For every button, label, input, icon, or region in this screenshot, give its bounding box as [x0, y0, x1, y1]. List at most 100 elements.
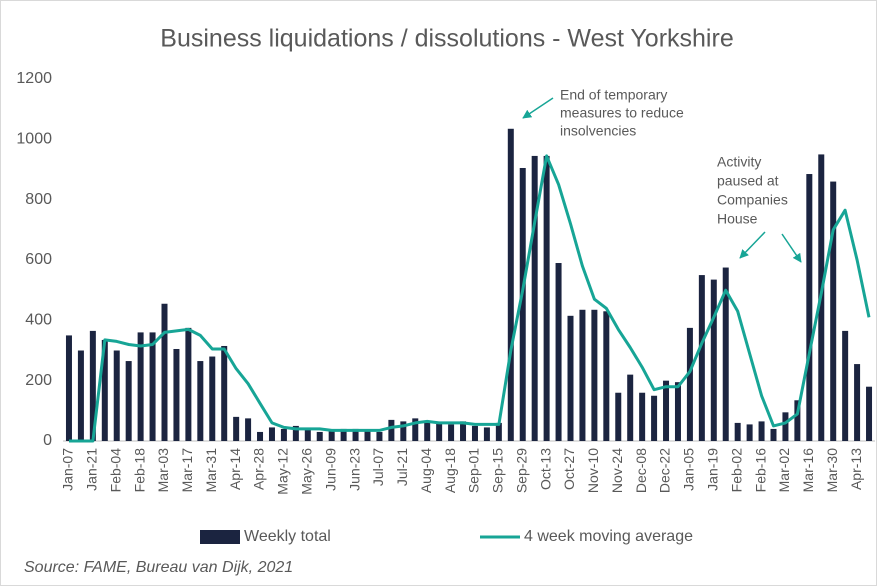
x-tick-label: Mar-03: [155, 448, 171, 493]
x-tick-label: Sep-29: [513, 448, 529, 493]
bar: [340, 428, 347, 441]
bar: [806, 174, 813, 441]
annotation: House: [717, 211, 758, 227]
bar: [400, 421, 407, 441]
bar: [460, 421, 467, 441]
bar: [280, 428, 287, 441]
bar: [782, 412, 789, 441]
y-tick-label: 400: [25, 312, 52, 329]
annotation-arrow: [522, 97, 554, 119]
x-tick-label: Nov-10: [585, 448, 601, 493]
x-tick-label: Jan-07: [60, 448, 76, 491]
legend-label: Weekly total: [244, 528, 331, 545]
x-tick-label: Mar-16: [800, 448, 816, 493]
x-tick-label: Apr-28: [251, 448, 267, 490]
bar: [794, 400, 801, 441]
bar: [448, 424, 455, 441]
bar: [304, 428, 311, 441]
y-tick-label: 1200: [16, 70, 52, 87]
bar: [591, 309, 598, 441]
bar: [531, 155, 538, 442]
bar: [161, 303, 168, 441]
bar: [639, 392, 646, 441]
bar: [101, 339, 108, 441]
x-tick-label: Nov-24: [609, 448, 625, 493]
bar: [651, 395, 658, 441]
bar: [137, 332, 144, 441]
bar: [710, 279, 717, 441]
source: Source: FAME, Bureau van Dijk, 2021: [24, 559, 293, 576]
annotation: insolvencies: [560, 123, 636, 139]
bar: [842, 330, 849, 441]
annotation-arrow: [739, 231, 766, 259]
legend-label: 4 week moving average: [524, 528, 693, 545]
chart-title: Business liquidations / dissolutions - W…: [160, 25, 733, 53]
y-tick-label: 1000: [16, 131, 52, 148]
bar: [197, 361, 204, 441]
bar: [483, 427, 490, 441]
bar: [364, 430, 371, 441]
bar: [722, 267, 729, 441]
x-tick-label: Jun-23: [346, 448, 362, 491]
bar: [830, 181, 837, 442]
bar: [77, 350, 84, 441]
bar: [268, 427, 275, 441]
bar: [686, 327, 693, 441]
annotation-arrow: [781, 233, 802, 263]
bar: [567, 315, 574, 441]
x-tick-label: Dec-22: [657, 448, 673, 493]
bar: [663, 380, 670, 441]
bar: [221, 345, 228, 441]
bar: [866, 386, 873, 441]
bar: [245, 418, 252, 441]
bar: [316, 431, 323, 441]
x-tick-label: Feb-02: [728, 448, 744, 493]
x-tick-label: Sep-01: [466, 448, 482, 493]
y-tick-label: 200: [25, 372, 52, 389]
bar: [257, 431, 264, 441]
bar: [233, 416, 240, 441]
line: [69, 154, 871, 443]
x-tick-label: Mar-30: [824, 448, 840, 493]
bar: [89, 330, 96, 441]
x-tick-label: Sep-15: [490, 448, 506, 493]
bar: [746, 424, 753, 441]
x-tick-label: Mar-17: [179, 448, 195, 493]
bar: [579, 309, 586, 441]
bar: [519, 167, 526, 441]
bar: [149, 332, 156, 441]
bar: [770, 428, 777, 441]
x-tick-label: Dec-08: [633, 448, 649, 493]
legend-swatch: [200, 530, 240, 544]
bar: [436, 422, 443, 441]
x-tick-label: Feb-04: [107, 448, 123, 493]
x-tick-label: Jul-21: [394, 448, 410, 486]
bar: [543, 155, 550, 442]
x-tick-label: Apr-14: [227, 448, 243, 490]
bar: [424, 422, 431, 441]
annotation: End of temporary: [560, 87, 667, 103]
bar: [388, 419, 395, 441]
x-tick-label: Jan-19: [704, 448, 720, 491]
bar: [328, 430, 335, 441]
x-tick-label: Aug-18: [442, 448, 458, 493]
bar: [734, 422, 741, 441]
bar: [376, 431, 383, 441]
x-tick-label: Apr-13: [848, 448, 864, 490]
x-tick-label: May-26: [298, 448, 314, 495]
annotation: Activity: [717, 154, 761, 170]
x-tick-label: Oct-13: [537, 448, 553, 490]
x-tick-label: Mar-02: [776, 448, 792, 493]
bar: [412, 418, 419, 441]
bar: [698, 275, 705, 441]
y-tick-label: 0: [43, 432, 52, 449]
bar: [125, 361, 132, 441]
bar: [292, 425, 299, 441]
x-tick-label: Feb-16: [752, 448, 768, 493]
x-tick-label: Jan-21: [84, 448, 100, 491]
x-tick-label: May-12: [275, 448, 291, 495]
bar: [615, 392, 622, 441]
x-tick-label: Aug-04: [418, 448, 434, 493]
